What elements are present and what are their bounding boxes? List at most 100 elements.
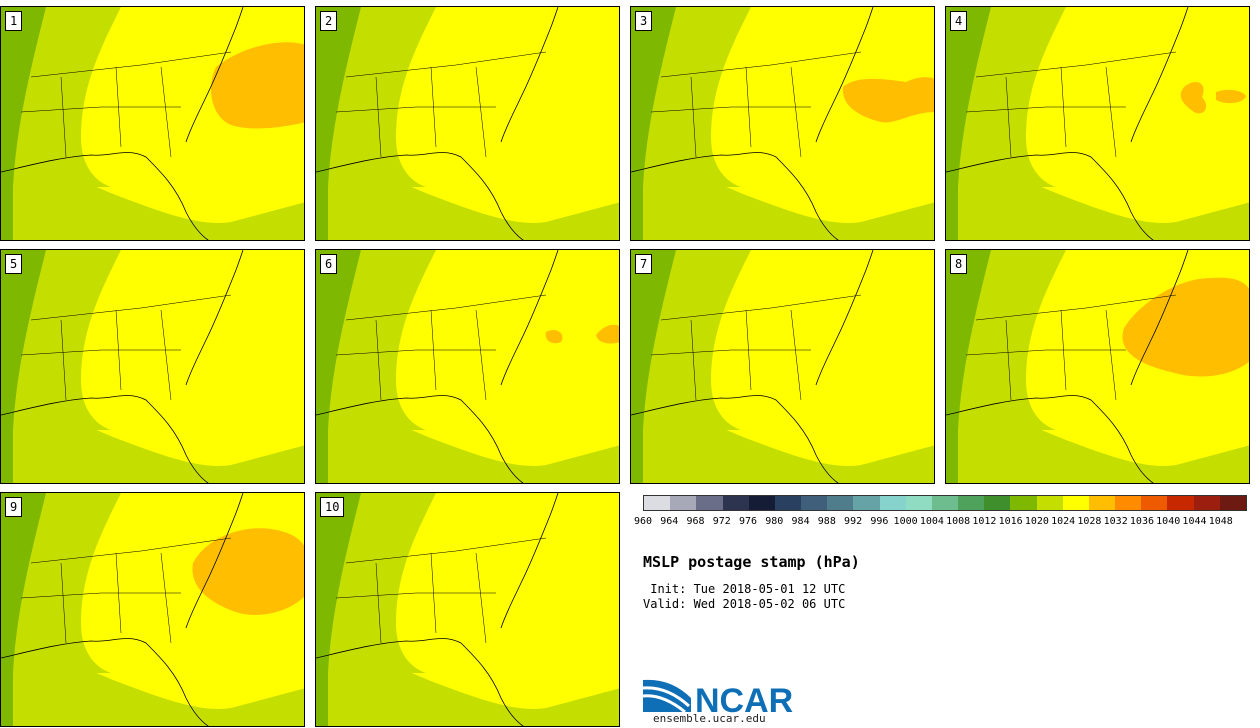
- colorbar-tick-label: 996: [870, 516, 889, 527]
- colorbar: [643, 495, 1247, 511]
- gulf-band-1020: [316, 410, 619, 483]
- pressure-band-1016: [946, 250, 991, 483]
- state-boundary: [335, 349, 496, 356]
- pressure-band-1016: [631, 7, 676, 240]
- logo-wordmark: NCAR: [695, 682, 793, 716]
- colorbar-swatch: [1167, 496, 1194, 510]
- state-boundary: [30, 294, 232, 321]
- colorbar-ticks: 960 964 968 972 976 980 984 988 992 996 1000 1004 10…: [632, 516, 1252, 530]
- colorbar-tick-label: 1020: [1024, 516, 1049, 527]
- member-label: 3: [635, 11, 653, 31]
- state-boundary: [660, 294, 862, 321]
- pressure-band-1016: [1, 493, 46, 726]
- pressure-band-1016: [946, 7, 991, 240]
- stamp-panel-4: 4: [945, 6, 1250, 241]
- pressure-blob-1028: [1122, 277, 1249, 377]
- coastline: [1, 638, 209, 726]
- stamp-panel-5: 5: [0, 249, 305, 484]
- pressure-band-1016: [1, 7, 46, 240]
- map-7: [631, 250, 934, 483]
- colorbar-swatch: [1219, 496, 1246, 510]
- state-boundary: [975, 294, 1177, 321]
- coastline: [631, 152, 839, 240]
- gulf-band-1020: [1, 410, 304, 483]
- state-boundary: [345, 51, 547, 78]
- coastline: [185, 493, 244, 629]
- stamp-panel-3: 3: [630, 6, 935, 241]
- coastline: [500, 493, 559, 629]
- colorbar-swatch: [905, 496, 932, 510]
- stamp-panel-9: 9: [0, 492, 305, 727]
- colorbar-swatch: [958, 496, 985, 510]
- colorbar-swatch: [670, 496, 697, 510]
- colorbar-tick-label: 1008: [946, 516, 971, 527]
- member-label: 1: [5, 11, 23, 31]
- coastline: [316, 395, 524, 483]
- colorbar-swatch: [774, 496, 802, 510]
- gulf-band-1020: [1, 653, 304, 726]
- state-boundary: [965, 106, 1126, 113]
- coastline: [946, 395, 1154, 483]
- state-boundary: [20, 592, 181, 599]
- colorbar-swatch: [1141, 496, 1168, 510]
- state-boundary: [650, 349, 811, 356]
- valid-time: Valid: Wed 2018-05-02 06 UTC: [643, 597, 846, 611]
- colorbar-swatch: [879, 496, 906, 510]
- stamp-panel-8: 8: [945, 249, 1250, 484]
- colorbar-swatch: [722, 496, 749, 510]
- map-9: [1, 493, 304, 726]
- pressure-band-1016: [316, 493, 361, 726]
- colorbar-swatch: [644, 496, 671, 510]
- state-boundary: [20, 349, 181, 356]
- logo-url: ensemble.ucar.edu: [653, 712, 766, 725]
- coastline: [316, 638, 524, 726]
- state-boundary: [690, 66, 802, 158]
- coastline: [185, 7, 244, 143]
- member-label: 4: [950, 11, 968, 31]
- map-8: [946, 250, 1249, 483]
- pressure-blob-1028: [842, 77, 934, 123]
- state-boundary: [20, 106, 181, 113]
- map-1: [1, 7, 304, 240]
- pressure-band-1016: [316, 7, 361, 240]
- coastline: [631, 395, 839, 483]
- colorbar-swatch: [853, 496, 880, 510]
- member-label: 7: [635, 254, 653, 274]
- colorbar-swatch: [931, 496, 959, 510]
- gulf-band-1020: [316, 167, 619, 240]
- colorbar-swatch: [1010, 496, 1037, 510]
- colorbar-tick-label: 1016: [998, 516, 1023, 527]
- gulf-band-1020: [946, 167, 1249, 240]
- stamp-panel-2: 2: [315, 6, 620, 241]
- pressure-band-1016: [316, 250, 361, 483]
- stamp-panel-10: 10: [315, 492, 620, 727]
- chart-title: MSLP postage stamp (hPa): [643, 553, 860, 571]
- colorbar-swatch: [748, 496, 775, 510]
- state-boundary: [60, 66, 172, 158]
- gulf-band-1020: [1, 167, 304, 240]
- state-boundary: [975, 51, 1177, 78]
- map-3: [631, 7, 934, 240]
- state-boundary: [345, 294, 547, 321]
- pressure-band-1016: [1, 250, 46, 483]
- pressure-blob-1028: [192, 528, 304, 615]
- colorbar-tick-label: 1048: [1208, 516, 1233, 527]
- colorbar-swatch: [984, 496, 1011, 510]
- coastline: [316, 152, 524, 240]
- ncar-logo: NCAR: [643, 679, 793, 716]
- pressure-band-1016: [631, 250, 676, 483]
- colorbar-tick-label: 984: [791, 516, 810, 527]
- coastline: [946, 152, 1154, 240]
- colorbar-tick-label: 968: [686, 516, 705, 527]
- colorbar-tick-label: 1032: [1103, 516, 1128, 527]
- state-boundary: [30, 537, 232, 564]
- state-boundary: [1005, 66, 1117, 158]
- colorbar-swatch: [1036, 496, 1063, 510]
- map-4: [946, 7, 1249, 240]
- colorbar-tick-label: 988: [817, 516, 836, 527]
- gulf-band-1020: [631, 410, 934, 483]
- state-boundary: [375, 552, 487, 644]
- member-label: 10: [320, 497, 345, 517]
- member-label: 5: [5, 254, 23, 274]
- gulf-band-1020: [946, 410, 1249, 483]
